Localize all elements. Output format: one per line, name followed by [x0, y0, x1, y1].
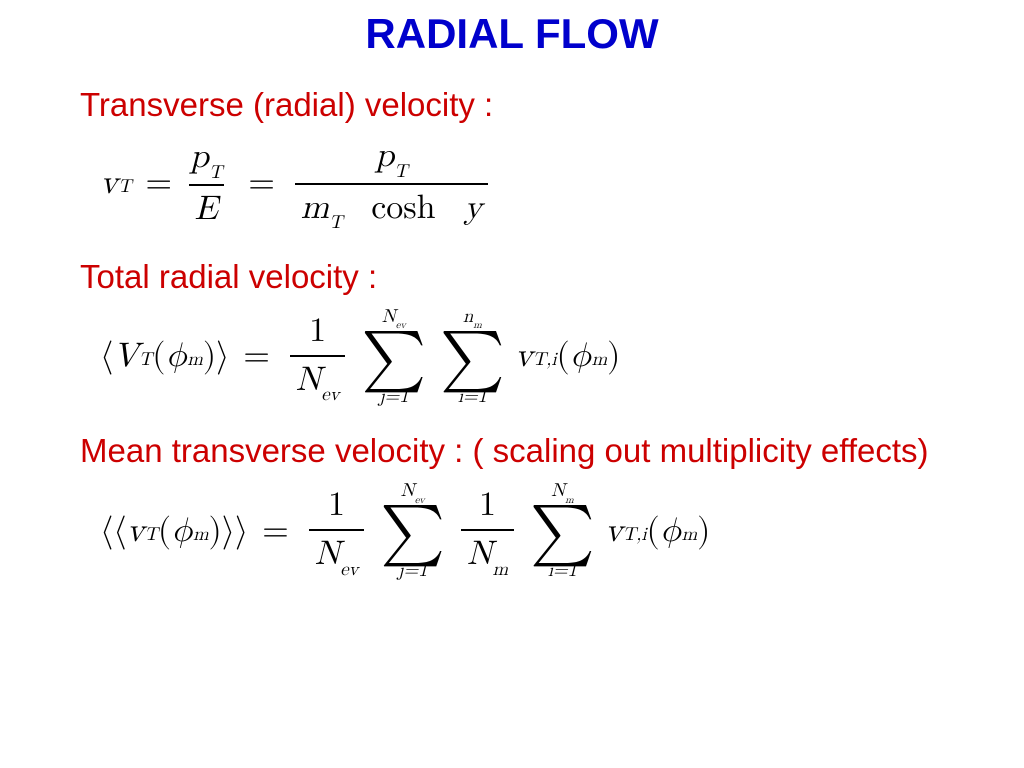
slide: RADIAL FLOW Transverse (radial) velocity…: [0, 0, 1024, 768]
eq1-frac-1: pT E: [184, 137, 228, 230]
eq3-frac-1: 1 Nev: [309, 485, 365, 578]
section-3-heading: Mean transverse velocity : ( scaling out…: [80, 432, 964, 470]
slide-title: RADIAL FLOW: [60, 10, 964, 58]
eq1-equals-2: =: [248, 163, 274, 204]
section-2-heading: Total radial velocity :: [80, 258, 964, 296]
section-2-equation: ⟨VT(ϕm)⟩ = 1 Nev Nev ∑ j=1 nm ∑ i=1 vT,i…: [100, 308, 964, 407]
eq1-lhs-var: v: [100, 163, 118, 204]
eq3-sum-2: Nm ∑ i=1: [530, 482, 595, 581]
section-3-equation: ⟨⟨vT(ϕm)⟩⟩ = 1 Nev Nev ∑ j=1 1 Nm Nm ∑ i…: [100, 482, 964, 581]
eq1-equals-1: =: [145, 163, 171, 204]
eq2-sum-1: Nev ∑ j=1: [361, 308, 426, 407]
eq1-frac-2: pT mT cosh y: [295, 136, 488, 232]
eq2-sum-2: nm ∑ i=1: [440, 308, 505, 407]
eq2-frac: 1 Nev: [290, 311, 346, 404]
eq3-sum-1: Nev ∑ j=1: [380, 482, 445, 581]
eq3-frac-2: 1 Nm: [461, 485, 514, 578]
eq2-equals: =: [243, 336, 269, 377]
section-1-heading: Transverse (radial) velocity :: [80, 86, 964, 124]
eq1-lhs-sub: T: [118, 175, 132, 198]
eq3-equals: =: [262, 511, 288, 552]
section-1-equation: vT = pT E = pT mT cosh y: [100, 136, 964, 232]
